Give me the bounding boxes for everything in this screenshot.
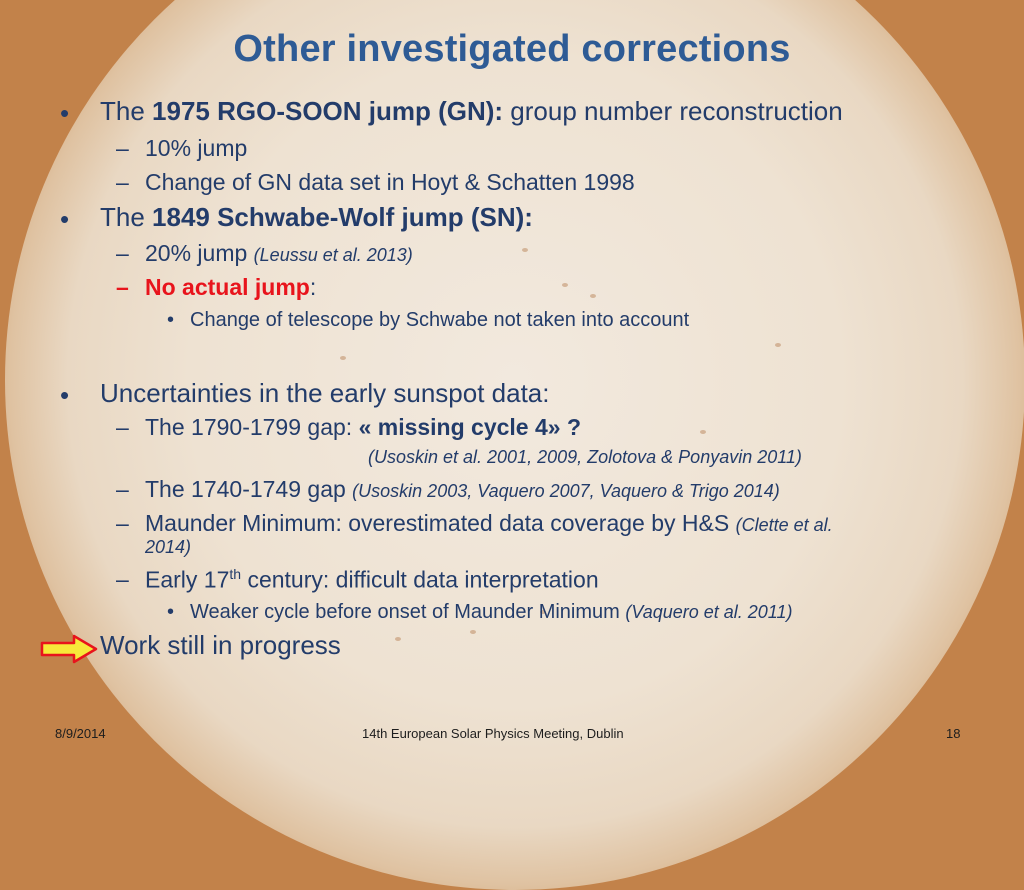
text: group number reconstruction [503,96,843,126]
sub-sub-bullet-weaker-cycle: Weaker cycle before onset of Maunder Min… [190,601,792,624]
text: The [100,96,153,126]
dash-marker: – [116,476,129,502]
text: Early 17 [145,566,230,593]
sub-bullet-10pct-jump: 10% jump [145,135,248,161]
sub-bullet-1790-gap: The 1790-1799 gap: « missing cycle 4» ? [145,414,581,441]
slide-title: Other investigated corrections [233,28,791,70]
sun-disc-image [5,0,1024,890]
dash-marker: – [116,414,129,440]
citation: (Leussu et al. 2013) [253,245,413,265]
bullet-marker: • [60,204,70,234]
highlight-text: No actual jump [145,274,310,300]
sunspot [562,283,568,287]
citation: (Usoskin 2003, Vaquero 2007, Vaquero & T… [352,481,780,501]
sunspot [395,637,401,641]
bullet-early-sunspot-uncertainties: Uncertainties in the early sunspot data: [100,378,550,408]
text: : [309,274,317,300]
sub-bullet-no-actual-jump: No actual jump: [145,274,316,301]
citation: (Clette et al. [735,515,833,535]
sunspot [700,430,706,434]
bullet-marker: • [167,601,175,623]
text: Maunder Minimum: overestimated data cove… [145,510,736,536]
bold-text: 1975 RGO-SOON jump (GN): [152,96,504,126]
text: The 1740-1749 gap [145,476,353,502]
dash-marker: – [116,169,129,195]
dash-marker: – [116,510,129,536]
arrow-right-icon [40,634,98,664]
sunspot [340,356,346,360]
sub-bullet-1740-gap: The 1740-1749 gap (Usoskin 2003, Vaquero… [145,476,780,503]
sub-sub-bullet-telescope-change: Change of telescope by Schwabe not taken… [190,309,690,331]
sunspot [590,294,596,298]
text: Weaker cycle before onset of Maunder Min… [190,601,626,623]
slide-body: • The 1975 RGO-SOON jump (GN): group num… [40,96,843,664]
text: The [100,202,153,232]
sunspot [470,630,476,634]
sub-bullet-20pct-jump: 20% jump (Leussu et al. 2013) [145,240,413,267]
text: century: difficult data interpretation [241,566,599,593]
sunspot [522,248,528,252]
sub-bullet-early-17th-century: Early 17th century: difficult data inter… [145,566,599,594]
text: The 1790-1799 gap: [145,414,359,440]
footer-page-number: 18 [946,726,961,741]
dash-marker: – [116,135,129,161]
sub-bullet-hoyt-schatten: Change of GN data set in Hoyt & Schatten… [145,169,635,195]
bullet-marker: • [60,380,70,410]
citation: (Vaquero et al. 2011) [625,602,793,622]
bullet-work-in-progress: Work still in progress [100,630,341,660]
sub-bullet-maunder-minimum: Maunder Minimum: overestimated data cove… [145,510,833,537]
bullet-marker: • [60,98,70,128]
dash-marker: – [116,566,129,592]
citation-continuation: 2014) [145,537,192,557]
citation-usoskin-zolotova: (Usoskin et al. 2001, 2009, Zolotova & P… [368,447,802,467]
dash-marker: – [116,240,129,266]
bullet-rgo-soon-jump: The 1975 RGO-SOON jump (GN): group numbe… [100,96,843,127]
sunspot [540,610,546,614]
superscript: th [229,566,242,582]
dash-marker: – [116,274,129,300]
sunspot [775,343,781,347]
footer-event: 14th European Solar Physics Meeting, Dub… [362,726,624,741]
bold-text: « missing cycle 4» ? [358,414,582,440]
bullet-schwabe-wolf-jump: The 1849 Schwabe-Wolf jump (SN): [100,202,533,233]
bold-text: 1849 Schwabe-Wolf jump (SN): [152,202,533,232]
bullet-marker: • [167,309,175,331]
text: 20% jump [145,240,254,266]
footer-date: 8/9/2014 [55,726,106,741]
